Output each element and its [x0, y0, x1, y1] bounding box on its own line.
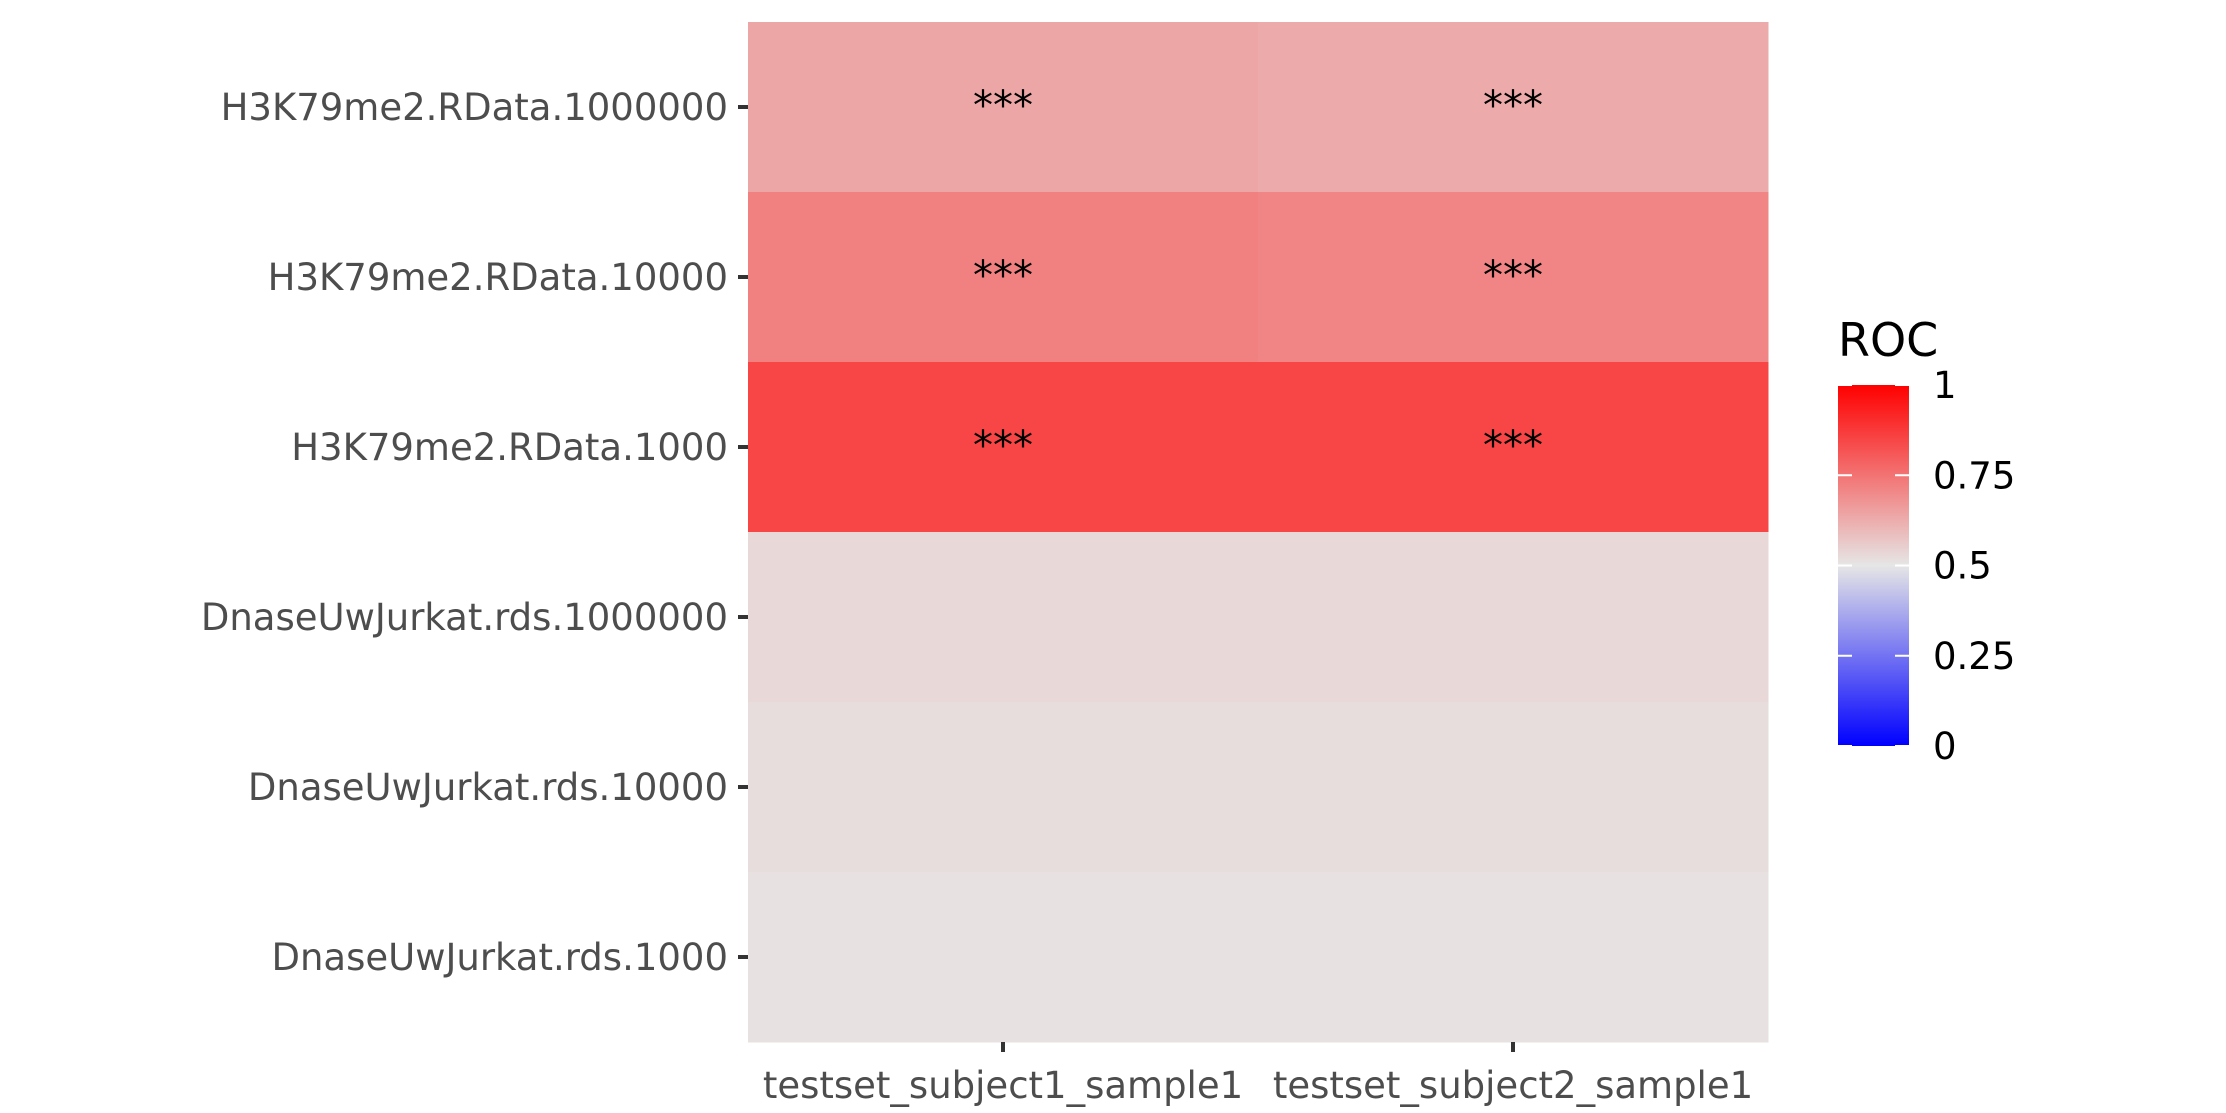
y-tick-label: DnaseUwJurkat.rds.1000 — [271, 936, 728, 979]
significance-label: *** — [1483, 83, 1543, 129]
heatmap-cell — [1258, 872, 1769, 1043]
legend-tick-label: 1 — [1933, 364, 1957, 407]
heatmap-cell — [1258, 702, 1769, 873]
legend-tick-label: 0 — [1933, 725, 1957, 768]
heatmap-cell — [748, 702, 1259, 873]
y-tick-label: H3K79me2.RData.10000 — [268, 256, 728, 299]
heatmap-cell — [1258, 192, 1769, 363]
y-tick-label: H3K79me2.RData.1000 — [291, 426, 728, 469]
y-tick-label: DnaseUwJurkat.rds.1000000 — [201, 596, 728, 639]
significance-labels: *** *** *** *** *** *** — [973, 83, 1543, 469]
heatmap-cell — [748, 22, 1259, 193]
heatmap-cell — [748, 362, 1259, 533]
significance-label: *** — [973, 423, 1033, 469]
heatmap-cell — [748, 872, 1259, 1043]
significance-label: *** — [1483, 423, 1543, 469]
y-tick-label: DnaseUwJurkat.rds.10000 — [248, 766, 728, 809]
legend-tick-label: 0.25 — [1933, 635, 2015, 678]
x-tick-label: testset_subject1_sample1 — [763, 1064, 1243, 1107]
y-tick-label: H3K79me2.RData.1000000 — [221, 86, 728, 129]
significance-label: *** — [973, 253, 1033, 299]
heatmap-cell — [748, 532, 1259, 703]
heatmap-cell — [1258, 532, 1769, 703]
y-axis: H3K79me2.RData.1000000 H3K79me2.RData.100… — [201, 86, 748, 979]
legend-ticks: 1 0.75 0.5 0.25 0 — [1838, 364, 2015, 768]
heatmap-cell — [1258, 22, 1769, 193]
legend-tick-label: 0.75 — [1933, 454, 2015, 497]
heatmap-cell — [748, 192, 1259, 363]
significance-label: *** — [973, 83, 1033, 129]
legend-title: ROC — [1838, 313, 1938, 367]
significance-label: *** — [1483, 253, 1543, 299]
heatmap-cells — [748, 22, 1769, 1043]
legend: ROC 1 0.75 0.5 0.25 0 — [1838, 313, 2015, 768]
legend-tick-label: 0.5 — [1933, 545, 1992, 588]
heatmap-cell — [1258, 362, 1769, 533]
x-axis: testset_subject1_sample1 testset_subject2… — [763, 1042, 1753, 1107]
x-tick-label: testset_subject2_sample1 — [1273, 1064, 1753, 1107]
